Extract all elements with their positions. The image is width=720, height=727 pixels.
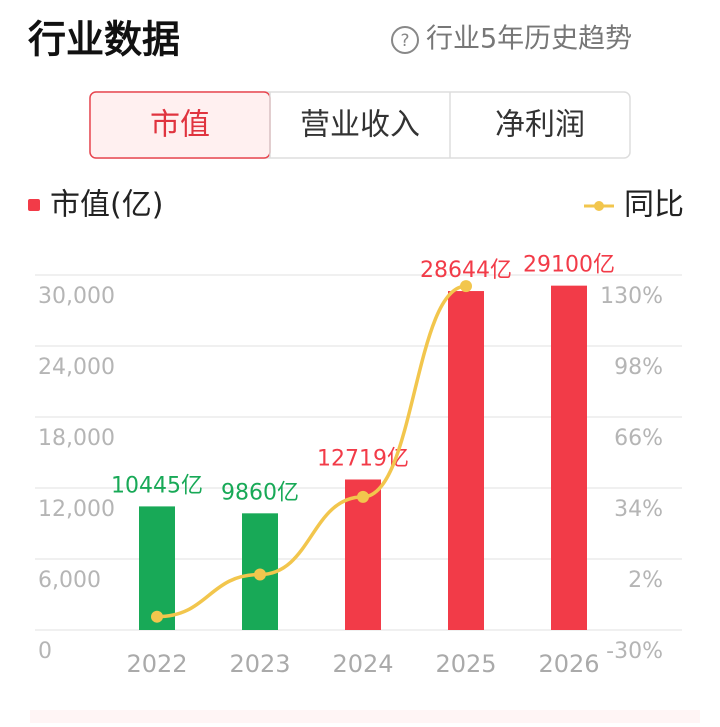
bottom-strip <box>30 710 700 723</box>
y-tick-label: 30,000 <box>38 284 115 309</box>
x-tick-label: 2023 <box>229 650 290 678</box>
x-tick-label: 2026 <box>538 650 599 678</box>
legend-swatch <box>28 199 40 211</box>
data-label: 10445亿 <box>111 473 203 498</box>
help-icon-mark: ? <box>400 31 409 51</box>
tab[interactable]: 营业收入 <box>300 108 420 143</box>
data-label: 29100亿 <box>523 253 615 278</box>
y-tick-label: 0 <box>38 639 52 664</box>
help-link[interactable]: ? 行业5年历史趋势 <box>391 24 632 55</box>
line <box>156 284 467 619</box>
tab[interactable]: 净利润 <box>495 108 585 143</box>
y-tick-label: 6,000 <box>38 568 101 593</box>
y2-tick-label: 2% <box>628 568 663 593</box>
line-point <box>254 568 266 581</box>
legend-label: 同比 <box>624 188 684 223</box>
line-point <box>151 610 163 623</box>
y-tick-label: 24,000 <box>38 355 115 380</box>
data-label: 28644亿 <box>420 258 512 283</box>
y2-tick-label: 34% <box>614 497 663 522</box>
page-title: 行业数据 <box>28 18 180 62</box>
data-label: 9860亿 <box>221 480 299 505</box>
bar <box>139 506 175 630</box>
x-tick-label: 2024 <box>332 650 393 678</box>
y-tick-label: 18,000 <box>38 426 115 451</box>
bar <box>345 479 381 630</box>
legend-label: 市值(亿) <box>50 188 163 223</box>
history-link[interactable]: 行业5年历史趋势 <box>426 24 632 55</box>
x-tick-label: 2022 <box>126 650 187 678</box>
y-tick-label: 12,000 <box>38 497 115 522</box>
help-icon <box>391 26 419 54</box>
y2-tick-label: -30% <box>606 639 663 664</box>
x-tick-label: 2025 <box>435 650 496 678</box>
line-point <box>460 280 472 293</box>
legend-dot <box>594 201 604 211</box>
y2-tick-label: 98% <box>614 355 663 380</box>
bar <box>551 285 587 630</box>
y2-tick-label: 130% <box>600 284 663 309</box>
line-point <box>357 490 369 503</box>
tab[interactable]: 市值 <box>150 108 210 143</box>
bar <box>448 291 484 630</box>
y2-tick-label: 66% <box>614 426 663 451</box>
